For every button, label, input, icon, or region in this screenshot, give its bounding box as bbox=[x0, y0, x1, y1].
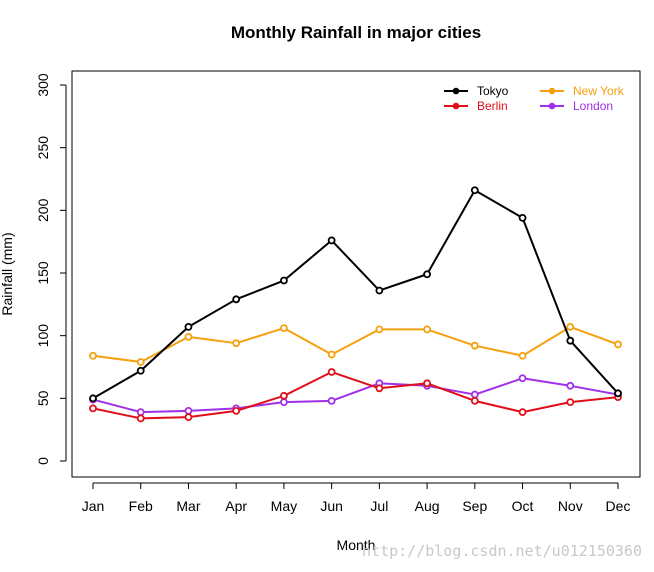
y-tick-label: 150 bbox=[35, 261, 51, 285]
data-point-new-york bbox=[566, 322, 575, 331]
series-line-new-york bbox=[92, 325, 619, 363]
data-point-new-york bbox=[614, 340, 622, 349]
data-point-berlin bbox=[232, 406, 241, 415]
data-point-tokyo bbox=[423, 270, 431, 279]
data-point-berlin bbox=[423, 379, 431, 388]
plot-frame bbox=[71, 70, 641, 478]
y-tick-label: 250 bbox=[35, 136, 51, 160]
x-tick-label: Apr bbox=[225, 498, 247, 514]
data-point-london bbox=[518, 374, 527, 383]
legend-label-london: London bbox=[573, 99, 613, 113]
data-point-berlin bbox=[470, 396, 479, 405]
data-point-berlin bbox=[89, 404, 97, 413]
series-berlin bbox=[89, 368, 622, 423]
x-tick-label: Feb bbox=[129, 498, 153, 514]
data-point-tokyo bbox=[518, 213, 527, 222]
data-point-tokyo bbox=[470, 186, 479, 195]
data-point-tokyo bbox=[566, 336, 575, 345]
data-point-tokyo bbox=[136, 366, 145, 375]
x-tick-label: Sep bbox=[462, 498, 487, 514]
legend-label-tokyo: Tokyo bbox=[477, 84, 509, 98]
x-tick-label: Aug bbox=[415, 498, 440, 514]
x-tick-label: Oct bbox=[512, 498, 534, 514]
legend-item-new-york: New York bbox=[540, 84, 625, 98]
data-point-tokyo bbox=[232, 295, 241, 304]
y-tick-label: 50 bbox=[35, 390, 51, 406]
x-tick-label: Mar bbox=[176, 498, 200, 514]
x-tick-label: May bbox=[271, 498, 297, 514]
data-point-london bbox=[280, 398, 288, 406]
data-point-new-york bbox=[184, 333, 193, 341]
legend-item-tokyo: Tokyo bbox=[444, 84, 509, 98]
data-point-berlin bbox=[375, 384, 384, 393]
legend-marker-berlin bbox=[452, 102, 460, 110]
data-point-london bbox=[470, 390, 479, 399]
series-line-tokyo bbox=[92, 189, 619, 400]
y-tick-label: 0 bbox=[35, 457, 51, 465]
legend-marker-tokyo bbox=[452, 87, 460, 95]
data-point-tokyo bbox=[89, 394, 97, 403]
data-point-new-york bbox=[280, 324, 288, 333]
legend-item-london: London bbox=[540, 99, 613, 113]
y-tick-label: 200 bbox=[35, 198, 51, 222]
legend-marker-new-york bbox=[548, 87, 556, 95]
legend-label-berlin: Berlin bbox=[477, 99, 508, 113]
data-point-berlin bbox=[518, 408, 527, 417]
data-point-berlin bbox=[184, 413, 193, 422]
x-axis: Jan Feb Mar Apr May Jun Jul Aug Sep Oct Nov Dec bbox=[82, 482, 631, 514]
data-point-berlin bbox=[566, 398, 575, 406]
x-tick-label: Jan bbox=[82, 498, 105, 514]
data-point-new-york bbox=[136, 358, 145, 366]
data-point-tokyo bbox=[614, 389, 622, 398]
chart-title: Monthly Rainfall in major cities bbox=[231, 23, 481, 42]
data-point-tokyo bbox=[375, 286, 384, 295]
y-tick-label: 300 bbox=[35, 73, 51, 97]
x-axis-label: Month bbox=[337, 537, 376, 553]
data-point-berlin bbox=[327, 368, 336, 376]
data-point-berlin bbox=[136, 414, 145, 423]
series-tokyo bbox=[89, 186, 622, 403]
y-tick-label: 100 bbox=[35, 324, 51, 348]
data-point-london bbox=[184, 406, 193, 415]
data-point-tokyo bbox=[280, 276, 288, 285]
legend-marker-london bbox=[548, 102, 556, 110]
series-line-berlin bbox=[92, 371, 619, 420]
series-new-york bbox=[89, 322, 622, 366]
y-axis: 0 50 100 150 200 250 300 bbox=[35, 73, 67, 465]
data-point-new-york bbox=[375, 325, 384, 334]
data-point-new-york bbox=[89, 351, 97, 360]
data-point-new-york bbox=[518, 351, 527, 360]
data-point-new-york bbox=[470, 341, 479, 350]
data-point-tokyo bbox=[327, 236, 336, 245]
series-group bbox=[89, 186, 622, 423]
legend-label-new-york: New York bbox=[573, 84, 625, 98]
data-point-london bbox=[327, 396, 336, 405]
data-point-new-york bbox=[327, 350, 336, 359]
data-point-new-york bbox=[232, 339, 241, 348]
legend: Tokyo New York Berlin London bbox=[444, 84, 625, 113]
x-tick-label: Dec bbox=[606, 498, 631, 514]
series-line-london bbox=[92, 377, 619, 414]
data-point-berlin bbox=[280, 391, 288, 400]
data-point-london bbox=[136, 408, 145, 417]
watermark-text: http://blog.csdn.net/u012150360 bbox=[362, 542, 642, 560]
x-tick-label: Nov bbox=[558, 498, 583, 514]
x-tick-label: Jun bbox=[320, 498, 343, 514]
data-point-tokyo bbox=[184, 322, 193, 331]
data-point-london bbox=[566, 381, 575, 390]
y-axis-label: Rainfall (mm) bbox=[0, 232, 15, 315]
legend-item-berlin: Berlin bbox=[444, 99, 508, 113]
data-point-new-york bbox=[423, 325, 431, 334]
x-tick-label: Jul bbox=[370, 498, 388, 514]
